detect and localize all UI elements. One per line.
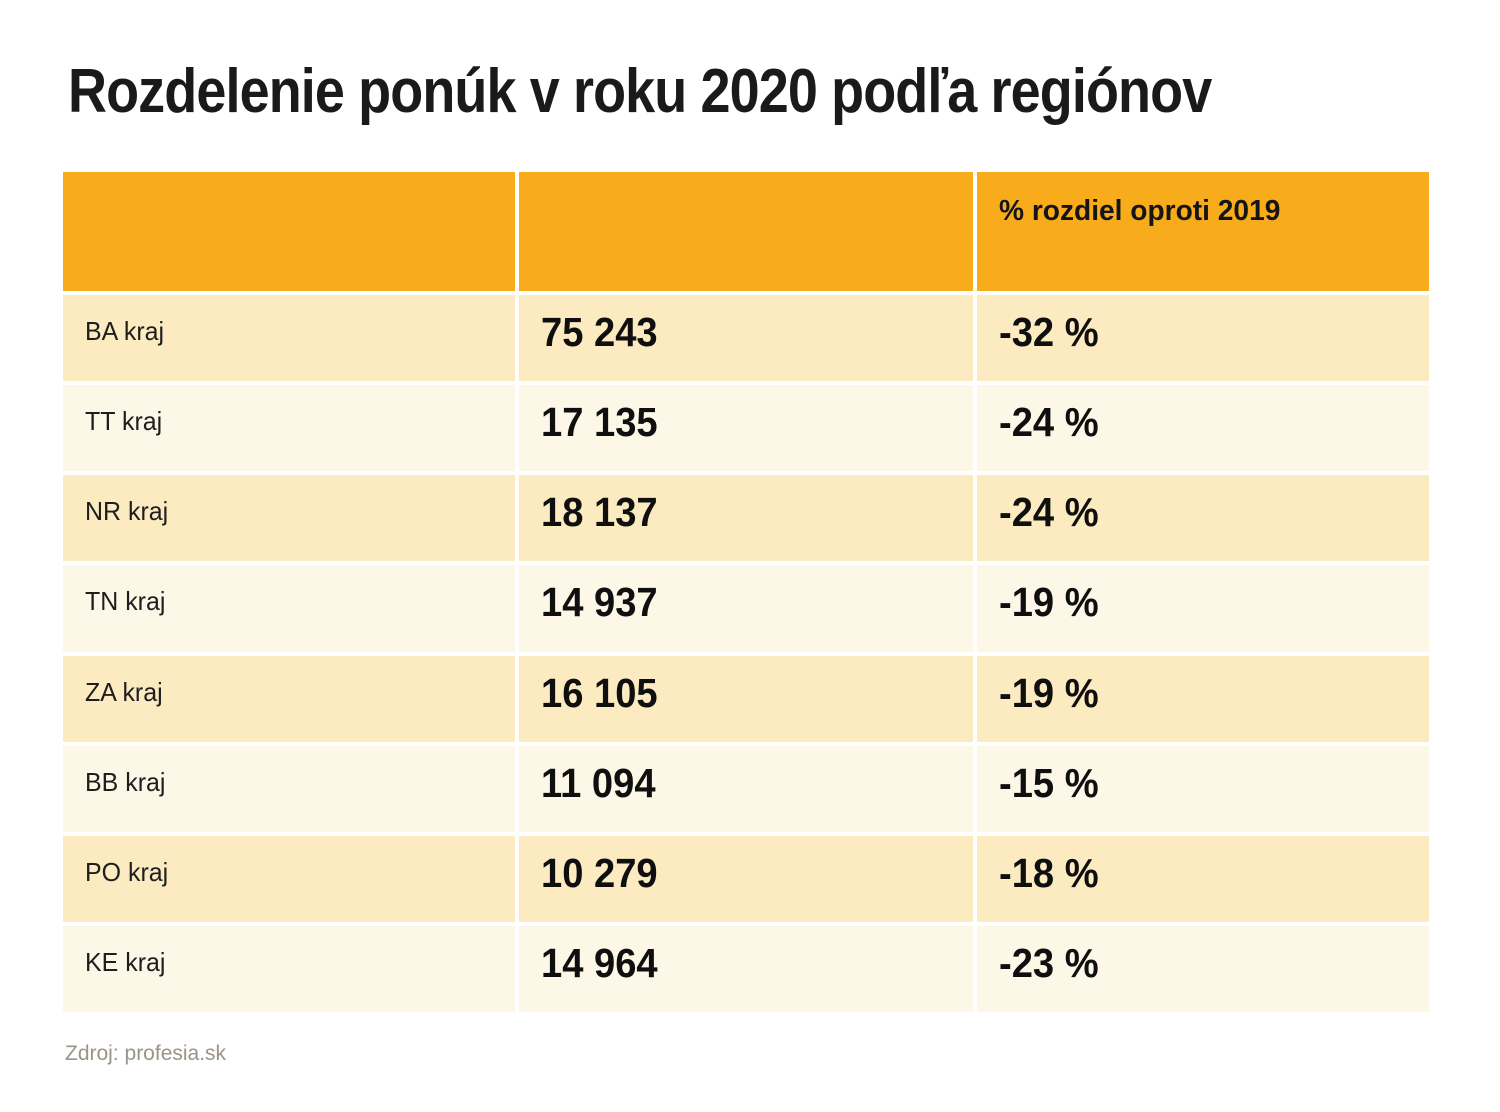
diff-cell: -23 %: [977, 925, 1429, 1012]
header-label: % rozdiel oproti 2019: [999, 195, 1281, 227]
diff-cell: -24 %: [977, 385, 1429, 472]
offers-cell: 17 135: [519, 385, 973, 472]
offers-cell: 14 937: [519, 565, 973, 652]
diff-cell: -24 %: [977, 475, 1429, 562]
region-cell: PO kraj: [63, 835, 515, 922]
region-cell: TT kraj: [63, 385, 515, 472]
region-cell: BB kraj: [63, 745, 515, 832]
region-cell: ZA kraj: [63, 655, 515, 742]
offers-cell: 11 094: [519, 745, 973, 832]
region-cell: BA kraj: [63, 295, 515, 382]
region-cell: TN kraj: [63, 565, 515, 652]
offers-cell: 18 137: [519, 475, 973, 562]
offers-cell: 16 105: [519, 655, 973, 742]
offers-cell: 75 243: [519, 295, 973, 382]
diff-cell: -15 %: [977, 745, 1429, 832]
diff-cell: -18 %: [977, 835, 1429, 922]
diff-cell: -19 %: [977, 655, 1429, 742]
regions-table: % rozdiel oproti 2019 BA kraj 75 243 -32…: [63, 172, 1429, 1012]
source-credit: Zdroj: profesia.sk: [65, 1042, 227, 1065]
diff-cell: -19 %: [977, 565, 1429, 652]
header-cell-offers: [519, 172, 973, 291]
header-cell-diff: % rozdiel oproti 2019: [977, 172, 1429, 291]
region-cell: KE kraj: [63, 925, 515, 1012]
page-title: Rozdelenie ponúk v roku 2020 podľa regió…: [68, 57, 1212, 126]
region-cell: NR kraj: [63, 475, 515, 562]
diff-cell: -32 %: [977, 295, 1429, 382]
offers-cell: 10 279: [519, 835, 973, 922]
header-cell-region: [63, 172, 515, 291]
offers-cell: 14 964: [519, 925, 973, 1012]
